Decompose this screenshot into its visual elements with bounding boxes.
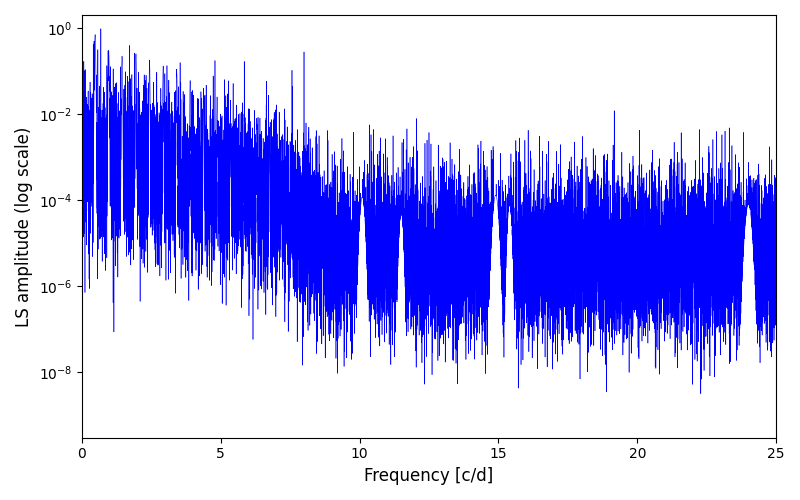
- X-axis label: Frequency [c/d]: Frequency [c/d]: [364, 467, 494, 485]
- Y-axis label: LS amplitude (log scale): LS amplitude (log scale): [15, 126, 33, 326]
